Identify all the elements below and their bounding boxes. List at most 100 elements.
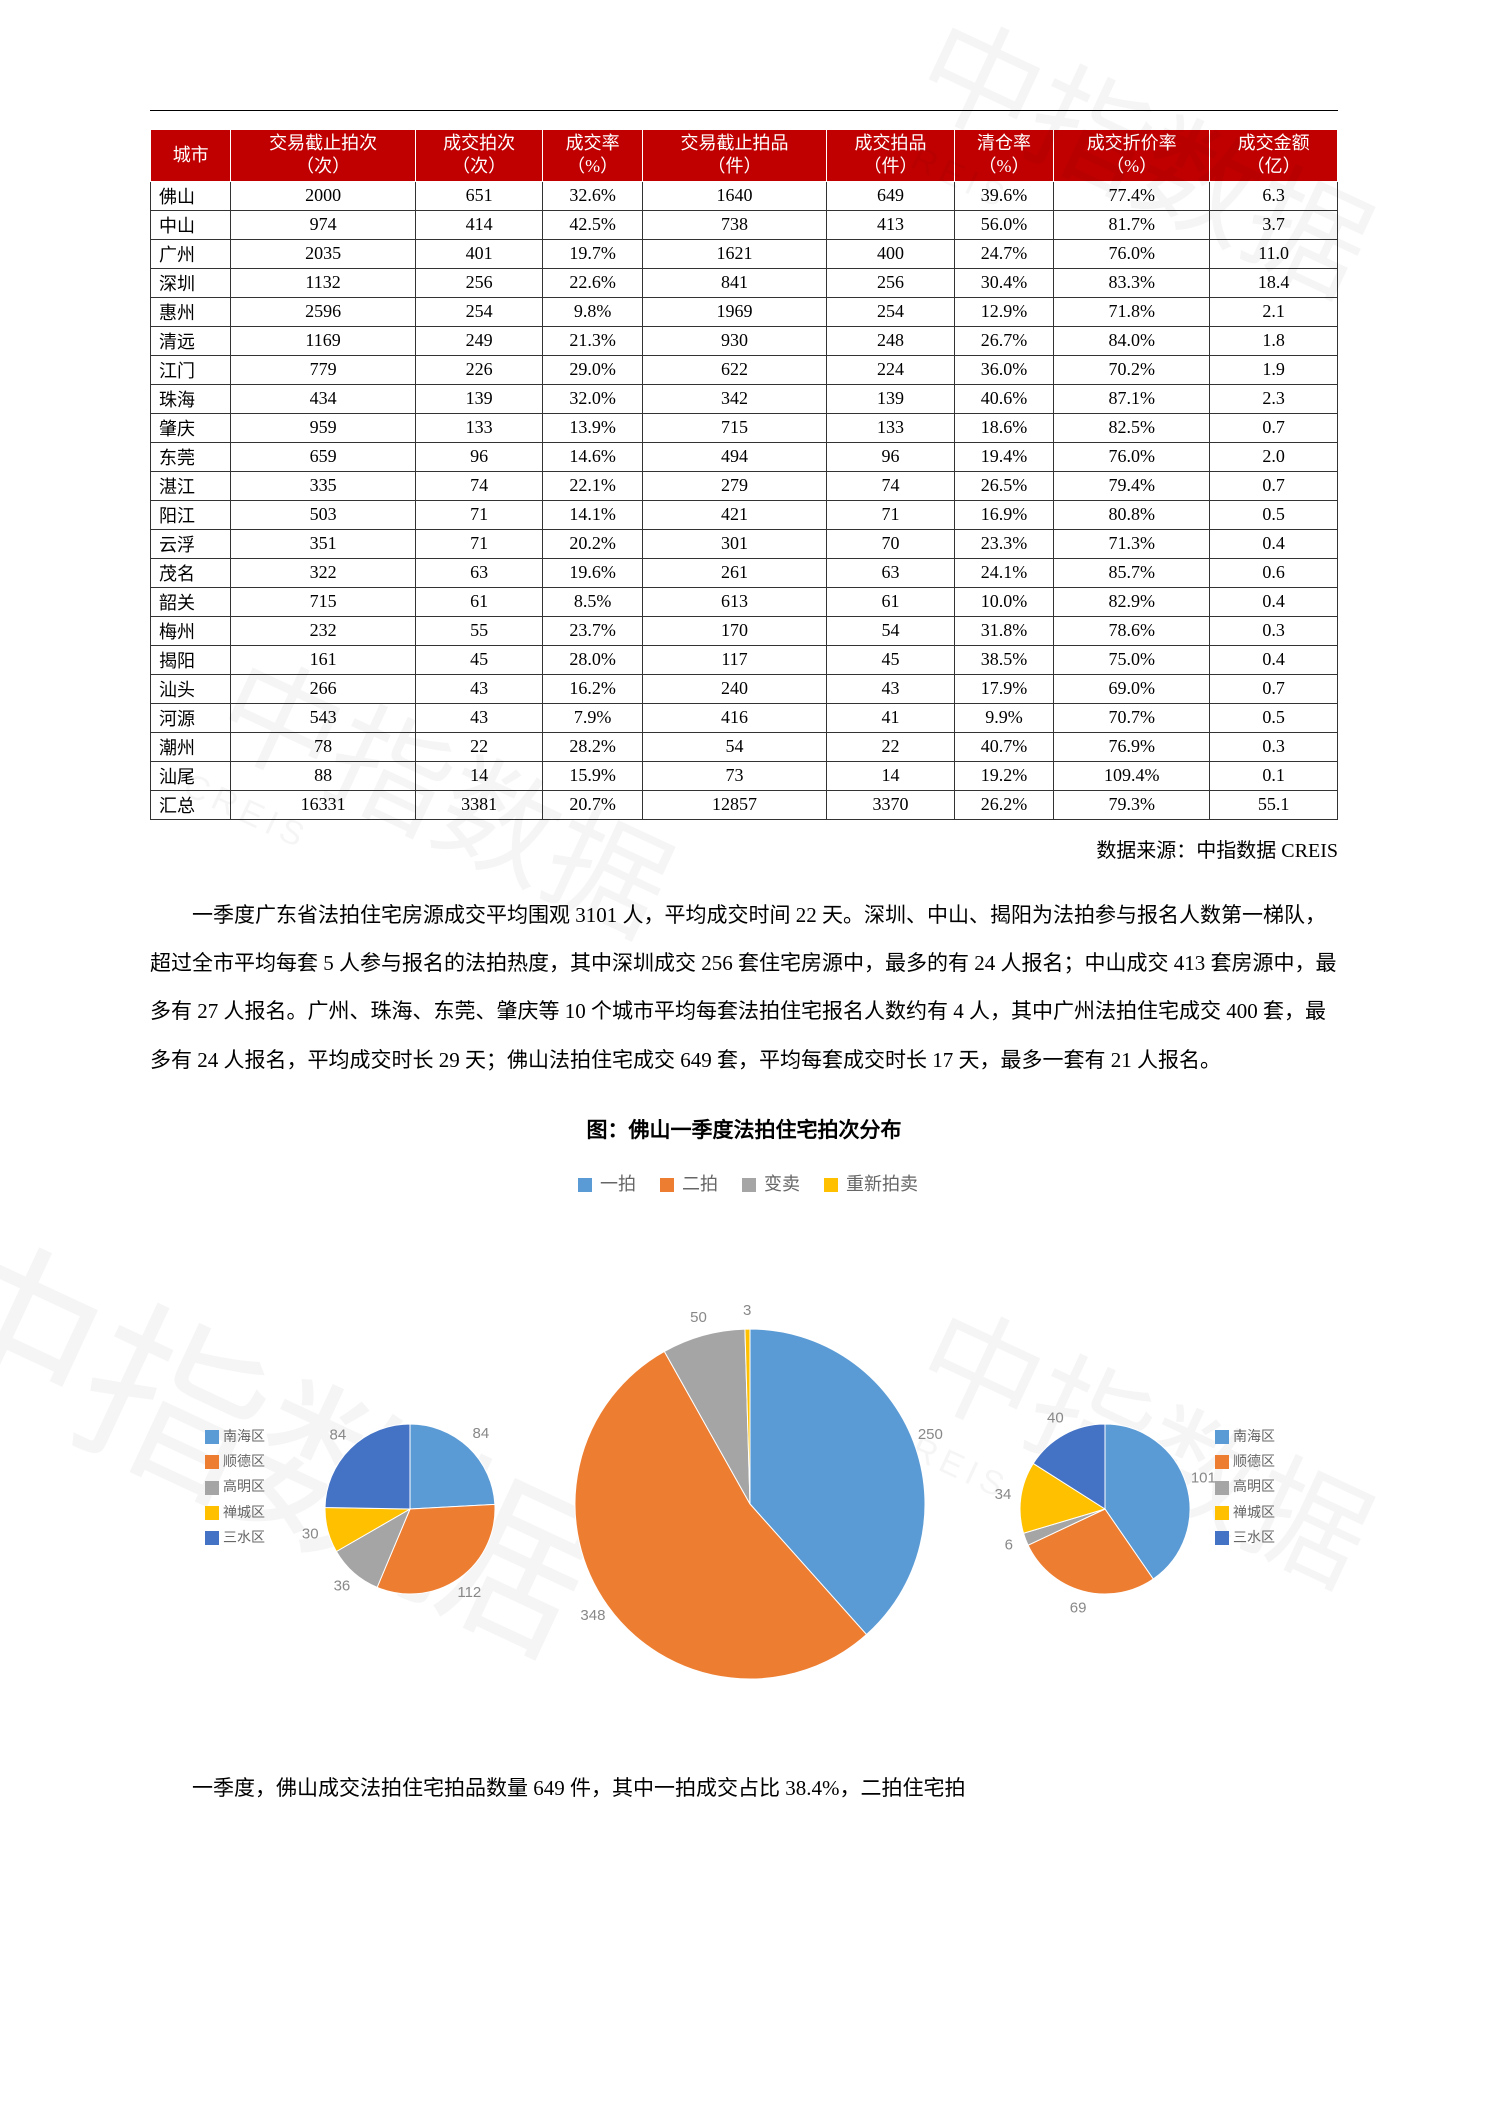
table-cell: 0.3 [1210,732,1338,761]
table-cell: 279 [642,471,826,500]
table-header-cell: 成交折价率（%） [1054,130,1210,182]
table-cell: 24.1% [954,558,1053,587]
table-cell: 14.6% [543,442,642,471]
table-header-cell: 城市 [151,130,231,182]
table-cell: 28.2% [543,732,642,761]
table-cell: 400 [827,239,955,268]
table-cell: 2596 [231,297,415,326]
table-row: 潮州782228.2%542240.7%76.9%0.3 [151,732,1338,761]
table-cell: 29.0% [543,355,642,384]
pie-slice-label: 40 [1047,1410,1064,1427]
table-cell: 71 [827,500,955,529]
table-row: 清远116924921.3%93024826.7%84.0%1.8 [151,326,1338,355]
table-cell: 珠海 [151,384,231,413]
pie-slice-label: 69 [1070,1599,1087,1616]
table-cell: 930 [642,326,826,355]
table-cell: 87.1% [1054,384,1210,413]
table-cell: 73 [642,761,826,790]
chart-main-legend: 一拍二拍变卖重新拍卖 [150,1154,1338,1196]
table-cell: 深圳 [151,268,231,297]
table-cell: 256 [827,268,955,297]
table-cell: 240 [642,674,826,703]
table-cell: 1132 [231,268,415,297]
table-cell: 23.3% [954,529,1053,558]
table-row: 肇庆95913313.9%71513318.6%82.5%0.7 [151,413,1338,442]
table-cell: 19.4% [954,442,1053,471]
table-cell: 543 [231,703,415,732]
table-cell: 韶关 [151,587,231,616]
table-cell: 224 [827,355,955,384]
table-row: 惠州25962549.8%196925412.9%71.8%2.1 [151,297,1338,326]
table-cell: 715 [231,587,415,616]
table-cell: 74 [827,471,955,500]
table-cell: 汕尾 [151,761,231,790]
table-cell: 226 [415,355,543,384]
table-cell: 78.6% [1054,616,1210,645]
table-cell: 71.3% [1054,529,1210,558]
table-cell: 254 [415,297,543,326]
table-cell: 16.2% [543,674,642,703]
table-cell: 28.0% [543,645,642,674]
table-cell: 80.8% [1054,500,1210,529]
table-cell: 494 [642,442,826,471]
table-cell: 3381 [415,790,543,819]
table-cell: 26.2% [954,790,1053,819]
table-cell: 133 [415,413,543,442]
table-header-cell: 成交金额（亿） [1210,130,1338,182]
table-cell: 云浮 [151,529,231,558]
table-cell: 2000 [231,181,415,210]
table-cell: 117 [642,645,826,674]
table-cell: 416 [642,703,826,732]
table-cell: 佛山 [151,181,231,210]
table-cell: 0.1 [1210,761,1338,790]
table-cell: 茂名 [151,558,231,587]
table-header: 城市交易截止拍次（次）成交拍次（次）成交率（%）交易截止拍品（件）成交拍品（件）… [151,130,1338,182]
table-cell: 613 [642,587,826,616]
pie-slice-label: 34 [995,1486,1012,1503]
table-cell: 82.9% [1054,587,1210,616]
table-cell: 22 [415,732,543,761]
chart-title: 图：佛山一季度法拍住宅拍次分布 [150,1114,1338,1144]
table-cell: 232 [231,616,415,645]
pie-slice-label: 6 [1005,1537,1013,1554]
table-cell: 54 [642,732,826,761]
table-cell: 6.3 [1210,181,1338,210]
table-cell: 23.7% [543,616,642,645]
table-cell: 266 [231,674,415,703]
table-cell: 36.0% [954,355,1053,384]
table-cell: 61 [415,587,543,616]
table-cell: 71 [415,529,543,558]
table-cell: 0.7 [1210,674,1338,703]
table-cell: 649 [827,181,955,210]
table-cell: 71.8% [1054,297,1210,326]
table-cell: 32.6% [543,181,642,210]
table-cell: 7.9% [543,703,642,732]
table-cell: 96 [827,442,955,471]
pie-slice-label: 30 [302,1526,319,1543]
table-cell: 414 [415,210,543,239]
body-paragraph-1: 一季度广东省法拍住宅房源成交平均围观 3101 人，平均成交时间 22 天。深圳… [150,891,1338,1084]
table-cell: 659 [231,442,415,471]
table-cell: 18.6% [954,413,1053,442]
table-cell: 39.6% [954,181,1053,210]
table-cell: 8.5% [543,587,642,616]
table-cell: 421 [642,500,826,529]
table-cell: 0.7 [1210,471,1338,500]
table-cell: 70.2% [1054,355,1210,384]
table-header-cell: 成交率（%） [543,130,642,182]
table-cell: 401 [415,239,543,268]
table-row: 阳江5037114.1%4217116.9%80.8%0.5 [151,500,1338,529]
table-cell: 715 [642,413,826,442]
table-cell: 12.9% [954,297,1053,326]
table-cell: 0.6 [1210,558,1338,587]
table-cell: 2.1 [1210,297,1338,326]
table-cell: 256 [415,268,543,297]
table-cell: 77.4% [1054,181,1210,210]
table-header-cell: 交易截止拍品（件） [642,130,826,182]
table-cell: 0.4 [1210,645,1338,674]
table-cell: 惠州 [151,297,231,326]
table-header-cell: 成交拍品（件） [827,130,955,182]
table-cell: 96 [415,442,543,471]
table-cell: 广州 [151,239,231,268]
table-row: 河源543437.9%416419.9%70.7%0.5 [151,703,1338,732]
